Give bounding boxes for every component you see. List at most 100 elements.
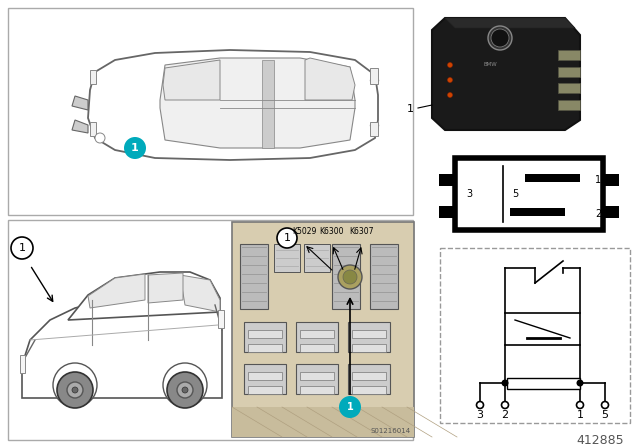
Bar [248, 386, 282, 394]
Bar [300, 344, 334, 352]
Bar [8, 8, 413, 215]
Bar [8, 220, 413, 440]
Bar [218, 310, 224, 328]
Bar [296, 322, 338, 352]
Polygon shape [305, 58, 355, 100]
Bar [20, 355, 25, 373]
Text: 3: 3 [477, 410, 483, 420]
Text: 1: 1 [131, 143, 139, 153]
Circle shape [72, 387, 78, 393]
Text: K6307: K6307 [349, 228, 374, 237]
Bar [603, 206, 619, 218]
Bar [352, 386, 386, 394]
Text: 1: 1 [19, 243, 26, 253]
Circle shape [177, 382, 193, 398]
Bar [274, 244, 300, 272]
Text: 5: 5 [602, 410, 609, 420]
Bar [455, 158, 603, 230]
Circle shape [11, 237, 33, 259]
Bar [558, 100, 580, 110]
Bar [352, 344, 386, 352]
Bar [370, 68, 378, 84]
Bar [300, 330, 334, 338]
Polygon shape [88, 274, 145, 308]
Circle shape [163, 363, 207, 407]
Circle shape [577, 401, 584, 409]
Text: 1: 1 [595, 175, 601, 185]
Bar [439, 174, 455, 186]
Bar [348, 322, 390, 352]
Bar [370, 244, 398, 309]
Circle shape [488, 26, 512, 50]
Circle shape [343, 270, 357, 284]
Polygon shape [445, 18, 575, 28]
Circle shape [339, 396, 361, 418]
Polygon shape [163, 60, 220, 100]
Circle shape [447, 63, 452, 68]
Bar [352, 372, 386, 380]
Text: 1: 1 [284, 233, 291, 243]
Circle shape [57, 372, 93, 408]
Bar [507, 378, 580, 389]
Bar [244, 322, 286, 352]
Text: 3: 3 [466, 189, 472, 199]
Bar [370, 122, 378, 136]
Bar [248, 330, 282, 338]
Circle shape [124, 137, 146, 159]
Polygon shape [160, 58, 355, 148]
Text: S01216014: S01216014 [371, 428, 411, 434]
Text: 2: 2 [595, 209, 601, 219]
Polygon shape [180, 275, 220, 312]
Bar [300, 386, 334, 394]
Bar [240, 244, 268, 309]
Circle shape [182, 387, 188, 393]
Polygon shape [68, 272, 220, 320]
Bar [558, 67, 580, 77]
Text: 1: 1 [577, 410, 584, 420]
Text: 1: 1 [347, 402, 353, 412]
Bar [558, 50, 580, 60]
Bar [352, 330, 386, 338]
Text: K6300: K6300 [320, 228, 344, 237]
Circle shape [477, 401, 483, 409]
Bar [332, 244, 360, 309]
Circle shape [53, 363, 97, 407]
Bar [300, 372, 334, 380]
Bar [90, 122, 96, 136]
Circle shape [502, 401, 509, 409]
Text: 5: 5 [512, 189, 518, 199]
Bar [603, 174, 619, 186]
Polygon shape [88, 50, 378, 160]
Polygon shape [232, 407, 414, 437]
Bar [440, 248, 630, 423]
Circle shape [577, 379, 584, 387]
Bar [262, 60, 274, 148]
Circle shape [338, 265, 362, 289]
Circle shape [502, 379, 509, 387]
Bar [248, 372, 282, 380]
Polygon shape [432, 18, 580, 130]
Polygon shape [22, 298, 222, 398]
Bar [558, 83, 580, 93]
Polygon shape [72, 96, 88, 110]
Bar [525, 174, 580, 182]
Bar [348, 364, 390, 394]
Circle shape [491, 29, 509, 47]
Bar [248, 344, 282, 352]
Text: 1: 1 [406, 104, 413, 114]
Circle shape [602, 401, 609, 409]
Bar [244, 364, 286, 394]
Text: 412885: 412885 [576, 434, 624, 447]
Bar [439, 206, 455, 218]
Circle shape [67, 382, 83, 398]
Bar [232, 222, 414, 437]
Circle shape [277, 228, 297, 248]
Bar [510, 208, 565, 216]
Text: K5029: K5029 [292, 228, 316, 237]
Text: 2: 2 [501, 410, 509, 420]
Bar [90, 70, 96, 84]
Circle shape [167, 372, 203, 408]
Text: BMW: BMW [483, 63, 497, 68]
Circle shape [95, 133, 105, 143]
Bar [304, 244, 330, 272]
